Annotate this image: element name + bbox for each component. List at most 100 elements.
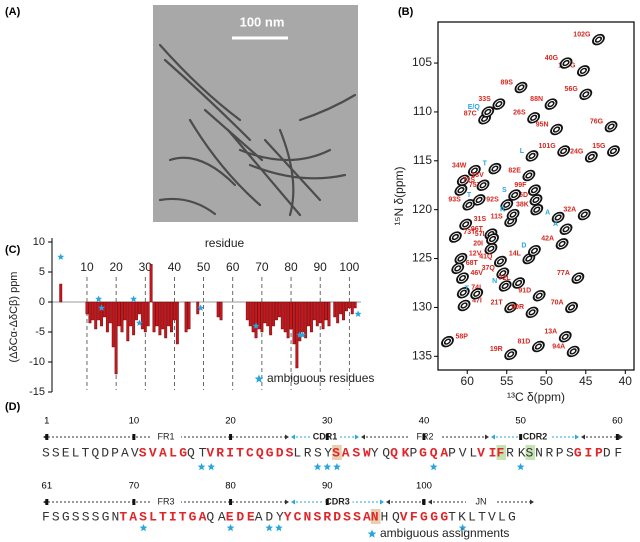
sequence-segment: TASLTITGA [119,509,206,524]
peak-label: 94A [552,343,565,350]
contour [482,117,487,121]
bar [251,301,255,333]
bar [248,301,252,327]
contour [458,256,463,261]
x-tick-label: 90 [314,260,328,274]
peak-label: 12V [469,250,482,257]
ambiguous-marker [333,463,341,471]
residue-tick [615,434,619,440]
peak-label: 31S [474,216,487,223]
contour [460,276,465,280]
sequence-segment: GIP [574,445,603,460]
contour [489,247,493,251]
bar [94,301,98,330]
peak [528,184,541,196]
plot-frame [437,21,635,371]
ambiguous-marker [98,304,105,311]
bar [269,301,273,336]
contour [611,149,616,153]
bar [312,301,316,321]
scale-bar-label: 100 nm [240,14,285,29]
residue-tick [325,499,329,505]
peak-label: 71S [463,177,476,184]
peak [451,262,465,275]
peak-label: A [545,209,550,216]
peak [530,203,544,216]
peak [512,277,526,289]
region-label: JN [476,496,487,506]
peak [484,243,498,255]
bar [266,301,270,327]
contour [556,215,561,220]
sequence-segment: P [409,445,417,460]
sequence-segment: GQA [419,445,448,460]
contour [512,193,517,197]
ambiguous-marker [95,295,103,302]
x-tick-label: 60 [226,260,240,274]
contour [481,183,485,187]
contour [455,266,460,270]
contour [583,92,588,96]
peak-label: 102G [573,31,591,38]
bar [164,301,168,339]
sequence-segment: ADY [255,509,284,524]
sequence-segment: NRPS [535,445,574,460]
bar [318,301,322,324]
residue-tick [325,434,329,440]
panel-label: (D) [5,401,21,413]
sequence-segment: S [332,445,340,460]
residue-number: 100 [416,481,432,492]
peak [592,33,605,46]
bar [350,301,354,315]
ambiguous-marker [323,463,332,471]
legend-marker [254,374,264,383]
contour [532,249,537,253]
bar [143,301,147,333]
peak-label: N [492,278,497,285]
bar [219,301,223,321]
peak-label: 95N [536,121,549,128]
contour [477,198,482,202]
region-label-bg [310,431,340,443]
x-tick-label: 50 [540,374,554,388]
bar [85,301,89,315]
peak-label: 24G [570,149,584,156]
contour [492,167,497,171]
peak-label: S [502,187,507,194]
peak-label: 32A [563,206,576,213]
peak [527,112,541,124]
peak [504,301,518,314]
bar [283,301,287,333]
x-tick-label: 100 [339,260,359,274]
sequence-segment: YCNSRDSSA [284,509,371,524]
bar [353,301,357,309]
ambiguous-marker [265,524,274,532]
x-tick-label: 80 [284,260,298,274]
y-axis-title: (ΔδCα-ΔδCβ) ppm [8,272,20,363]
sequence-segment: ASW [342,445,371,460]
bar [263,301,267,324]
sequence-segment: LRSY [293,445,332,460]
bar [111,301,115,348]
residue-highlight [370,509,381,524]
bar [187,301,191,330]
contour [466,203,471,207]
peak [500,199,514,211]
peak-label: T [464,286,469,293]
legend-label: ambiguous residues [267,371,374,385]
contour [472,168,477,173]
y-tick-label: 110 [413,104,432,118]
x-tick-label: 20 [109,260,123,274]
sequence-segment: HQ [380,509,400,524]
peak-label: 82E [508,167,521,174]
bar [97,301,101,321]
bar [117,301,121,327]
region-label: FR1 [157,431,174,441]
bar [310,301,313,333]
contour [500,271,505,275]
peak-label: 72L [499,275,512,282]
residue-tick [229,434,233,440]
y-tick-label: 10 [33,236,45,248]
bar [103,301,106,318]
contour [490,237,495,241]
